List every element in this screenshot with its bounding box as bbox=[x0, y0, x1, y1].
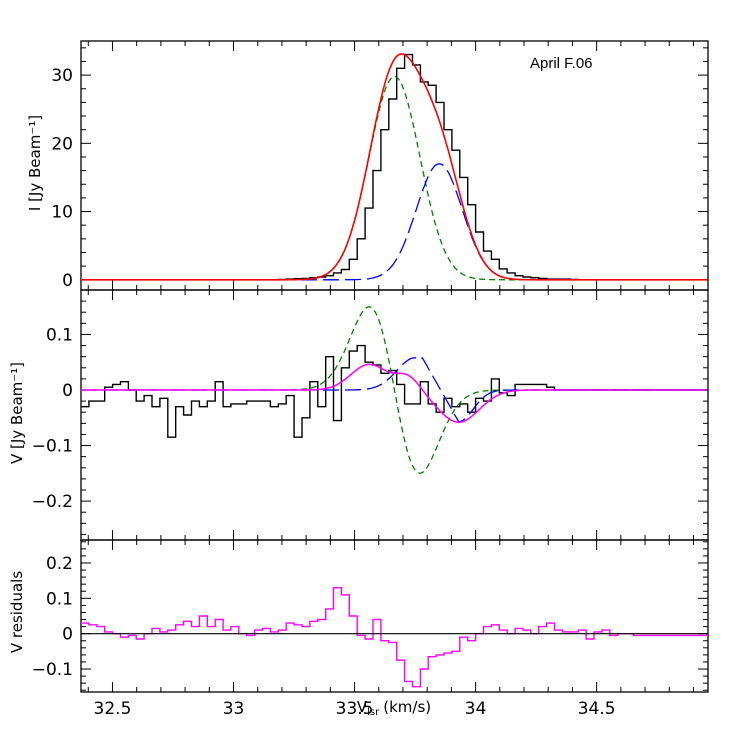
x-axis-label-main: V bbox=[357, 698, 368, 716]
stokes-i-ytick-label: 30 bbox=[51, 66, 73, 86]
v-residuals-frame bbox=[80, 539, 709, 693]
x-axis-label: Vlsr (km/s) bbox=[357, 698, 431, 718]
stokes-v-ytick-label: −0.2 bbox=[32, 492, 73, 512]
stokes-v-ytick-label: 0 bbox=[62, 381, 73, 401]
epoch-annotation: April F.06 bbox=[530, 55, 593, 72]
x-tick-label: 34.5 bbox=[578, 699, 616, 719]
y-axis-label-stokes-v: V [Jy Beam⁻¹] bbox=[8, 362, 26, 464]
stokes-i-frame bbox=[80, 40, 709, 291]
stokes-i-ytick-label: 10 bbox=[51, 203, 73, 223]
stokes-v-panel: −0.2 −0.1 0 0.1 bbox=[32, 289, 709, 541]
stokes-v-data-histogram bbox=[81, 344, 708, 438]
x-tick-label: 34 bbox=[465, 699, 487, 719]
stokes-i-ytick-label: 20 bbox=[51, 134, 73, 154]
stokes-i-component-2-curve bbox=[81, 163, 707, 281]
v-residuals-ytick-label: 0 bbox=[62, 625, 73, 645]
stokes-i-component-1-curve bbox=[81, 75, 707, 281]
x-axis-label-unit: (km/s) bbox=[383, 698, 431, 716]
x-axis-label-sub: lsr bbox=[367, 707, 380, 718]
v-residuals-ytick-label: −0.1 bbox=[32, 660, 73, 680]
v-residuals-data-histogram bbox=[81, 587, 708, 688]
stokes-i-ytick-label: 0 bbox=[62, 271, 73, 291]
stokes-v-ytick-label: −0.1 bbox=[32, 437, 73, 457]
stokes-v-total-fit-curve bbox=[81, 363, 707, 423]
stokes-v-ytick-label: 0.1 bbox=[46, 325, 73, 345]
y-axis-label-stokes-i: I [Jy Beam⁻¹] bbox=[26, 115, 44, 211]
x-tick-label: 33.5 bbox=[336, 699, 374, 719]
v-residuals-panel: −0.1 0 0.1 0.2 32.5 33 33.5 34 34.5 bbox=[32, 539, 709, 719]
v-residuals-ytick-label: 0.2 bbox=[46, 554, 73, 574]
v-residuals-ytick-label: 0.1 bbox=[46, 589, 73, 609]
x-tick-label: 33 bbox=[223, 699, 245, 719]
stokes-i-panel: 0 10 20 30 bbox=[51, 40, 709, 291]
stokes-i-total-fit-curve bbox=[81, 53, 707, 281]
x-tick-label: 32.5 bbox=[94, 699, 132, 719]
stokes-i-data-histogram bbox=[81, 53, 708, 281]
y-axis-label-v-residuals: V residuals bbox=[8, 571, 26, 653]
